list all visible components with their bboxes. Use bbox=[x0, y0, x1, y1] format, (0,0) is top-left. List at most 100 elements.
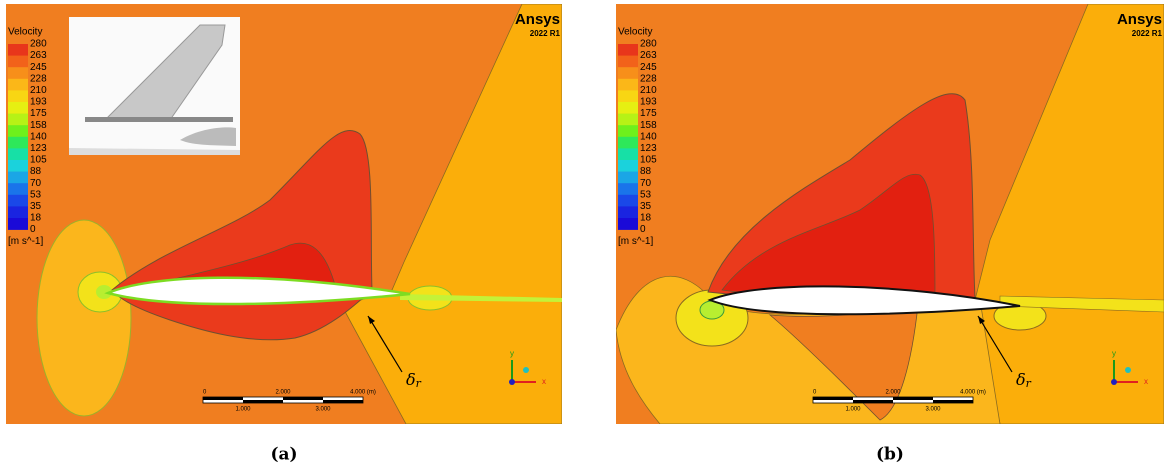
scale-bar bbox=[893, 397, 933, 400]
axis-origin bbox=[509, 379, 515, 385]
legend-unit: [m s^-1] bbox=[8, 236, 43, 247]
legend-title: Velocity bbox=[618, 27, 652, 38]
legend-value: 123 bbox=[640, 143, 657, 154]
legend-value: 123 bbox=[30, 143, 47, 154]
contour-b bbox=[616, 4, 1164, 424]
legend-value: 263 bbox=[640, 50, 657, 61]
scale-label: 3.000 bbox=[315, 407, 331, 413]
legend-swatch bbox=[618, 160, 638, 172]
legend-value: 140 bbox=[640, 131, 657, 142]
panel-label: (a) bbox=[270, 445, 297, 465]
legend-value: 53 bbox=[640, 189, 652, 200]
figure: (a)Velocity28026324522821019317515814012… bbox=[0, 0, 1164, 468]
scale-bar bbox=[243, 400, 283, 403]
legend-swatch bbox=[618, 102, 638, 114]
legend-value: 280 bbox=[640, 39, 657, 50]
legend-swatch bbox=[618, 79, 638, 91]
legend-swatch bbox=[618, 67, 638, 79]
scale-label: 3.000 bbox=[925, 407, 941, 413]
legend-swatch bbox=[8, 44, 28, 56]
legend-value: 158 bbox=[30, 120, 47, 131]
legend-value: 245 bbox=[30, 62, 47, 73]
scale-bar bbox=[323, 400, 363, 403]
legend-value: 70 bbox=[640, 178, 652, 189]
legend-title: Velocity bbox=[8, 27, 42, 38]
axis-z bbox=[1125, 367, 1131, 373]
legend-swatch bbox=[618, 206, 638, 218]
annotation-subscript: r bbox=[416, 377, 422, 390]
axis-label: y bbox=[510, 349, 514, 358]
legend-swatch bbox=[8, 125, 28, 137]
legend-swatch bbox=[8, 172, 28, 184]
legend-swatch bbox=[8, 195, 28, 207]
legend-value: 193 bbox=[30, 97, 47, 108]
scale-bar bbox=[203, 397, 243, 400]
legend-value: 18 bbox=[30, 213, 42, 224]
legend-value: 88 bbox=[640, 166, 652, 177]
scale-bar bbox=[283, 397, 323, 400]
legend-value: 70 bbox=[30, 178, 42, 189]
legend-swatch bbox=[618, 172, 638, 184]
scale-label: 1.000 bbox=[845, 407, 861, 413]
legend-swatch bbox=[8, 206, 28, 218]
legend-swatch bbox=[8, 137, 28, 149]
legend-value: 18 bbox=[640, 213, 652, 224]
annotation-symbol: δ bbox=[406, 370, 416, 389]
legend-value: 35 bbox=[30, 201, 42, 212]
legend-value: 0 bbox=[30, 224, 36, 235]
legend-swatch bbox=[618, 218, 638, 230]
legend-value: 53 bbox=[30, 189, 42, 200]
scale-bar bbox=[933, 400, 973, 403]
legend-value: 228 bbox=[30, 73, 47, 84]
axis-origin bbox=[1111, 379, 1117, 385]
axis-label: y bbox=[1112, 349, 1116, 358]
legend-swatch bbox=[8, 102, 28, 114]
inset bbox=[69, 17, 240, 155]
panel-label: (b) bbox=[876, 445, 904, 465]
legend-swatch bbox=[8, 56, 28, 68]
axis-label: x bbox=[1144, 377, 1148, 386]
legend-swatch bbox=[8, 114, 28, 126]
legend-swatch bbox=[618, 125, 638, 137]
version: 2022 R1 bbox=[530, 29, 561, 38]
legend-swatch bbox=[618, 44, 638, 56]
legend-swatch bbox=[8, 90, 28, 102]
legend-swatch bbox=[618, 114, 638, 126]
legend-value: 140 bbox=[30, 131, 47, 142]
brand: Ansys bbox=[1117, 11, 1162, 28]
legend-value: 0 bbox=[640, 224, 646, 235]
legend-swatch bbox=[8, 148, 28, 160]
scale-label: 4.000 (m) bbox=[960, 390, 986, 396]
scale-label: 2.000 bbox=[275, 390, 291, 396]
legend-swatch bbox=[8, 79, 28, 91]
legend-swatch bbox=[618, 90, 638, 102]
axis-z bbox=[523, 367, 529, 373]
legend-swatch bbox=[8, 67, 28, 79]
version: 2022 R1 bbox=[1132, 29, 1163, 38]
legend-value: 35 bbox=[640, 201, 652, 212]
legend-swatch bbox=[8, 218, 28, 230]
legend-value: 193 bbox=[640, 97, 657, 108]
annotation-symbol: δ bbox=[1016, 370, 1026, 389]
scale-bar bbox=[813, 397, 853, 400]
scale-label: 2.000 bbox=[885, 390, 901, 396]
legend-value: 245 bbox=[640, 62, 657, 73]
legend-value: 105 bbox=[30, 155, 47, 166]
legend-value: 210 bbox=[640, 85, 657, 96]
annotation-subscript: r bbox=[1026, 377, 1032, 390]
legend-swatch bbox=[618, 137, 638, 149]
legend-swatch bbox=[618, 183, 638, 195]
brand: Ansys bbox=[515, 11, 560, 28]
legend-swatch bbox=[8, 160, 28, 172]
legend-value: 105 bbox=[640, 155, 657, 166]
legend-value: 175 bbox=[30, 108, 47, 119]
legend-unit: [m s^-1] bbox=[618, 236, 653, 247]
legend-value: 228 bbox=[640, 73, 657, 84]
legend-value: 158 bbox=[640, 120, 657, 131]
legend-value: 280 bbox=[30, 39, 47, 50]
scale-label: 1.000 bbox=[235, 407, 251, 413]
legend-swatch bbox=[618, 148, 638, 160]
scale-label: 4.000 (m) bbox=[350, 390, 376, 396]
legend-swatch bbox=[618, 195, 638, 207]
scale-bar bbox=[853, 400, 893, 403]
